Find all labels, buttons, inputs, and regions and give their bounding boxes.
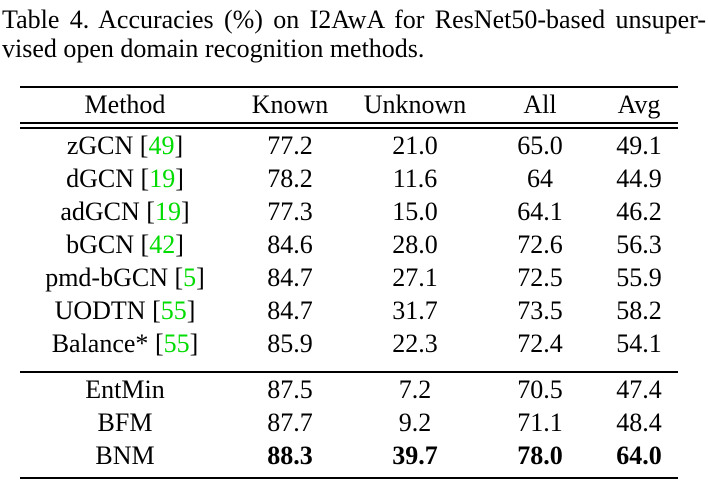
table-row: Balance* [55] 85.9 22.3 72.4 54.1	[20, 327, 678, 373]
all-value-cell: 72.6	[517, 229, 563, 259]
known-value-cell: 84.6	[267, 229, 313, 259]
citation-number: 19	[154, 196, 181, 226]
avg-value-cell: 48.4	[616, 407, 662, 437]
results-table: Method Known Unknown All Avg zGCN [49] 77…	[20, 86, 678, 479]
avg-value-cell: 55.9	[616, 262, 662, 292]
method-name: pmd-bGCN	[45, 262, 168, 292]
table-row: BNM 88.3 39.7 78.0 64.0	[20, 439, 678, 479]
method-name: adGCN	[60, 196, 140, 226]
unknown-value-cell: 27.1	[392, 262, 438, 292]
method-cell: bGCN [42]	[66, 229, 184, 259]
method-cell: EntMin	[20, 372, 230, 406]
citation-number: 55	[163, 328, 190, 358]
unknown-value-cell: 28.0	[392, 229, 438, 259]
table-caption-line-1: Table 4. Accuracies (%) on I2AwA for Res…	[2, 5, 706, 34]
unknown-value-cell: 11.6	[392, 163, 438, 193]
avg-value-cell: 58.2	[616, 295, 662, 325]
known-value-cell: 77.3	[267, 196, 313, 226]
method-cell: Balance* [55]	[20, 327, 230, 373]
avg-value-cell: 49.1	[616, 130, 662, 160]
table-row: UODTN [55] 84.7 31.7 73.5 58.2	[20, 294, 678, 327]
citation-number: 42	[149, 229, 176, 259]
table-row: BFM 87.7 9.2 71.1 48.4	[20, 406, 678, 439]
table-header-row: Method Known Unknown All Avg	[20, 86, 678, 129]
avg-value-cell: 47.4	[616, 374, 662, 404]
table-caption-line-2: vised open domain recognition methods.	[2, 34, 425, 63]
method-name: UODTN	[54, 295, 146, 325]
known-value-cell: 84.7	[267, 262, 313, 292]
unknown-value-cell: 31.7	[392, 295, 438, 325]
table-row: pmd-bGCN [5] 84.7 27.1 72.5 55.9	[20, 261, 678, 294]
method-cell: adGCN [19]	[60, 196, 190, 226]
method-cell: BFM	[20, 406, 230, 439]
known-value-cell: 87.5	[267, 374, 313, 404]
method-name: BNM	[95, 440, 155, 470]
all-value-cell: 71.1	[517, 407, 563, 437]
table-row: bGCN [42] 84.6 28.0 72.6 56.3	[20, 228, 678, 261]
table-row: EntMin 87.5 7.2 70.5 47.4	[20, 372, 678, 406]
avg-value-cell: 56.3	[616, 229, 662, 259]
known-value-cell: 85.9	[230, 327, 350, 373]
citation-number: 5	[183, 262, 197, 292]
unknown-value-cell: 7.2	[398, 374, 432, 404]
table-row: adGCN [19] 77.3 15.0 64.1 46.2	[20, 195, 678, 228]
method-name: EntMin	[85, 374, 165, 404]
column-header-unknown: Unknown	[350, 86, 480, 129]
method-name: BFM	[97, 407, 153, 437]
known-value-cell: 84.7	[267, 295, 313, 325]
all-value-cell: 73.5	[517, 295, 563, 325]
all-value-cell: 72.4	[480, 327, 600, 373]
method-name: bGCN	[66, 229, 135, 259]
known-value-cell: 77.2	[267, 130, 313, 160]
all-value-cell: 78.0	[480, 439, 600, 479]
unknown-value-cell: 39.7	[350, 439, 480, 479]
citation-number: 55	[160, 295, 187, 325]
table-row: dGCN [19] 78.2 11.6 64 44.9	[20, 162, 678, 195]
known-value-cell: 88.3	[230, 439, 350, 479]
method-cell: pmd-bGCN [5]	[45, 262, 205, 292]
all-value-cell: 65.0	[517, 130, 563, 160]
table-body: zGCN [49] 77.2 21.0 65.0 49.1 dGCN [19] 78.2 11…	[20, 126, 678, 479]
method-name: Balance*	[51, 328, 149, 358]
all-value-cell: 64.1	[517, 196, 563, 226]
table-caption: Table 4. Accuracies (%) on I2AwA for Res…	[0, 0, 708, 63]
unknown-value-cell: 9.2	[398, 407, 432, 437]
column-header-known: Known	[230, 86, 350, 129]
avg-value-cell: 46.2	[616, 196, 662, 226]
known-value-cell: 78.2	[267, 163, 313, 193]
method-cell: BNM	[20, 439, 230, 479]
column-header-all: All	[480, 86, 600, 129]
citation-number: 19	[149, 163, 176, 193]
unknown-value-cell: 15.0	[392, 196, 438, 226]
citation-number: 49	[148, 130, 175, 160]
avg-value-cell: 64.0	[600, 439, 678, 479]
all-value-cell: 70.5	[517, 374, 563, 404]
column-header-avg: Avg	[600, 86, 678, 129]
method-name: dGCN	[66, 163, 135, 193]
table-row: zGCN [49] 77.2 21.0 65.0 49.1	[20, 126, 678, 163]
avg-value-cell: 54.1	[600, 327, 678, 373]
avg-value-cell: 44.9	[616, 163, 662, 193]
all-value-cell: 64	[527, 163, 553, 193]
method-cell: dGCN [19]	[66, 163, 184, 193]
known-value-cell: 87.7	[267, 407, 313, 437]
unknown-value-cell: 22.3	[350, 327, 480, 373]
unknown-value-cell: 21.0	[392, 130, 438, 160]
method-name: zGCN	[66, 130, 134, 160]
method-cell: UODTN [55]	[54, 295, 196, 325]
method-cell: zGCN [49]	[66, 130, 184, 160]
column-header-method: Method	[20, 86, 230, 129]
all-value-cell: 72.5	[517, 262, 563, 292]
